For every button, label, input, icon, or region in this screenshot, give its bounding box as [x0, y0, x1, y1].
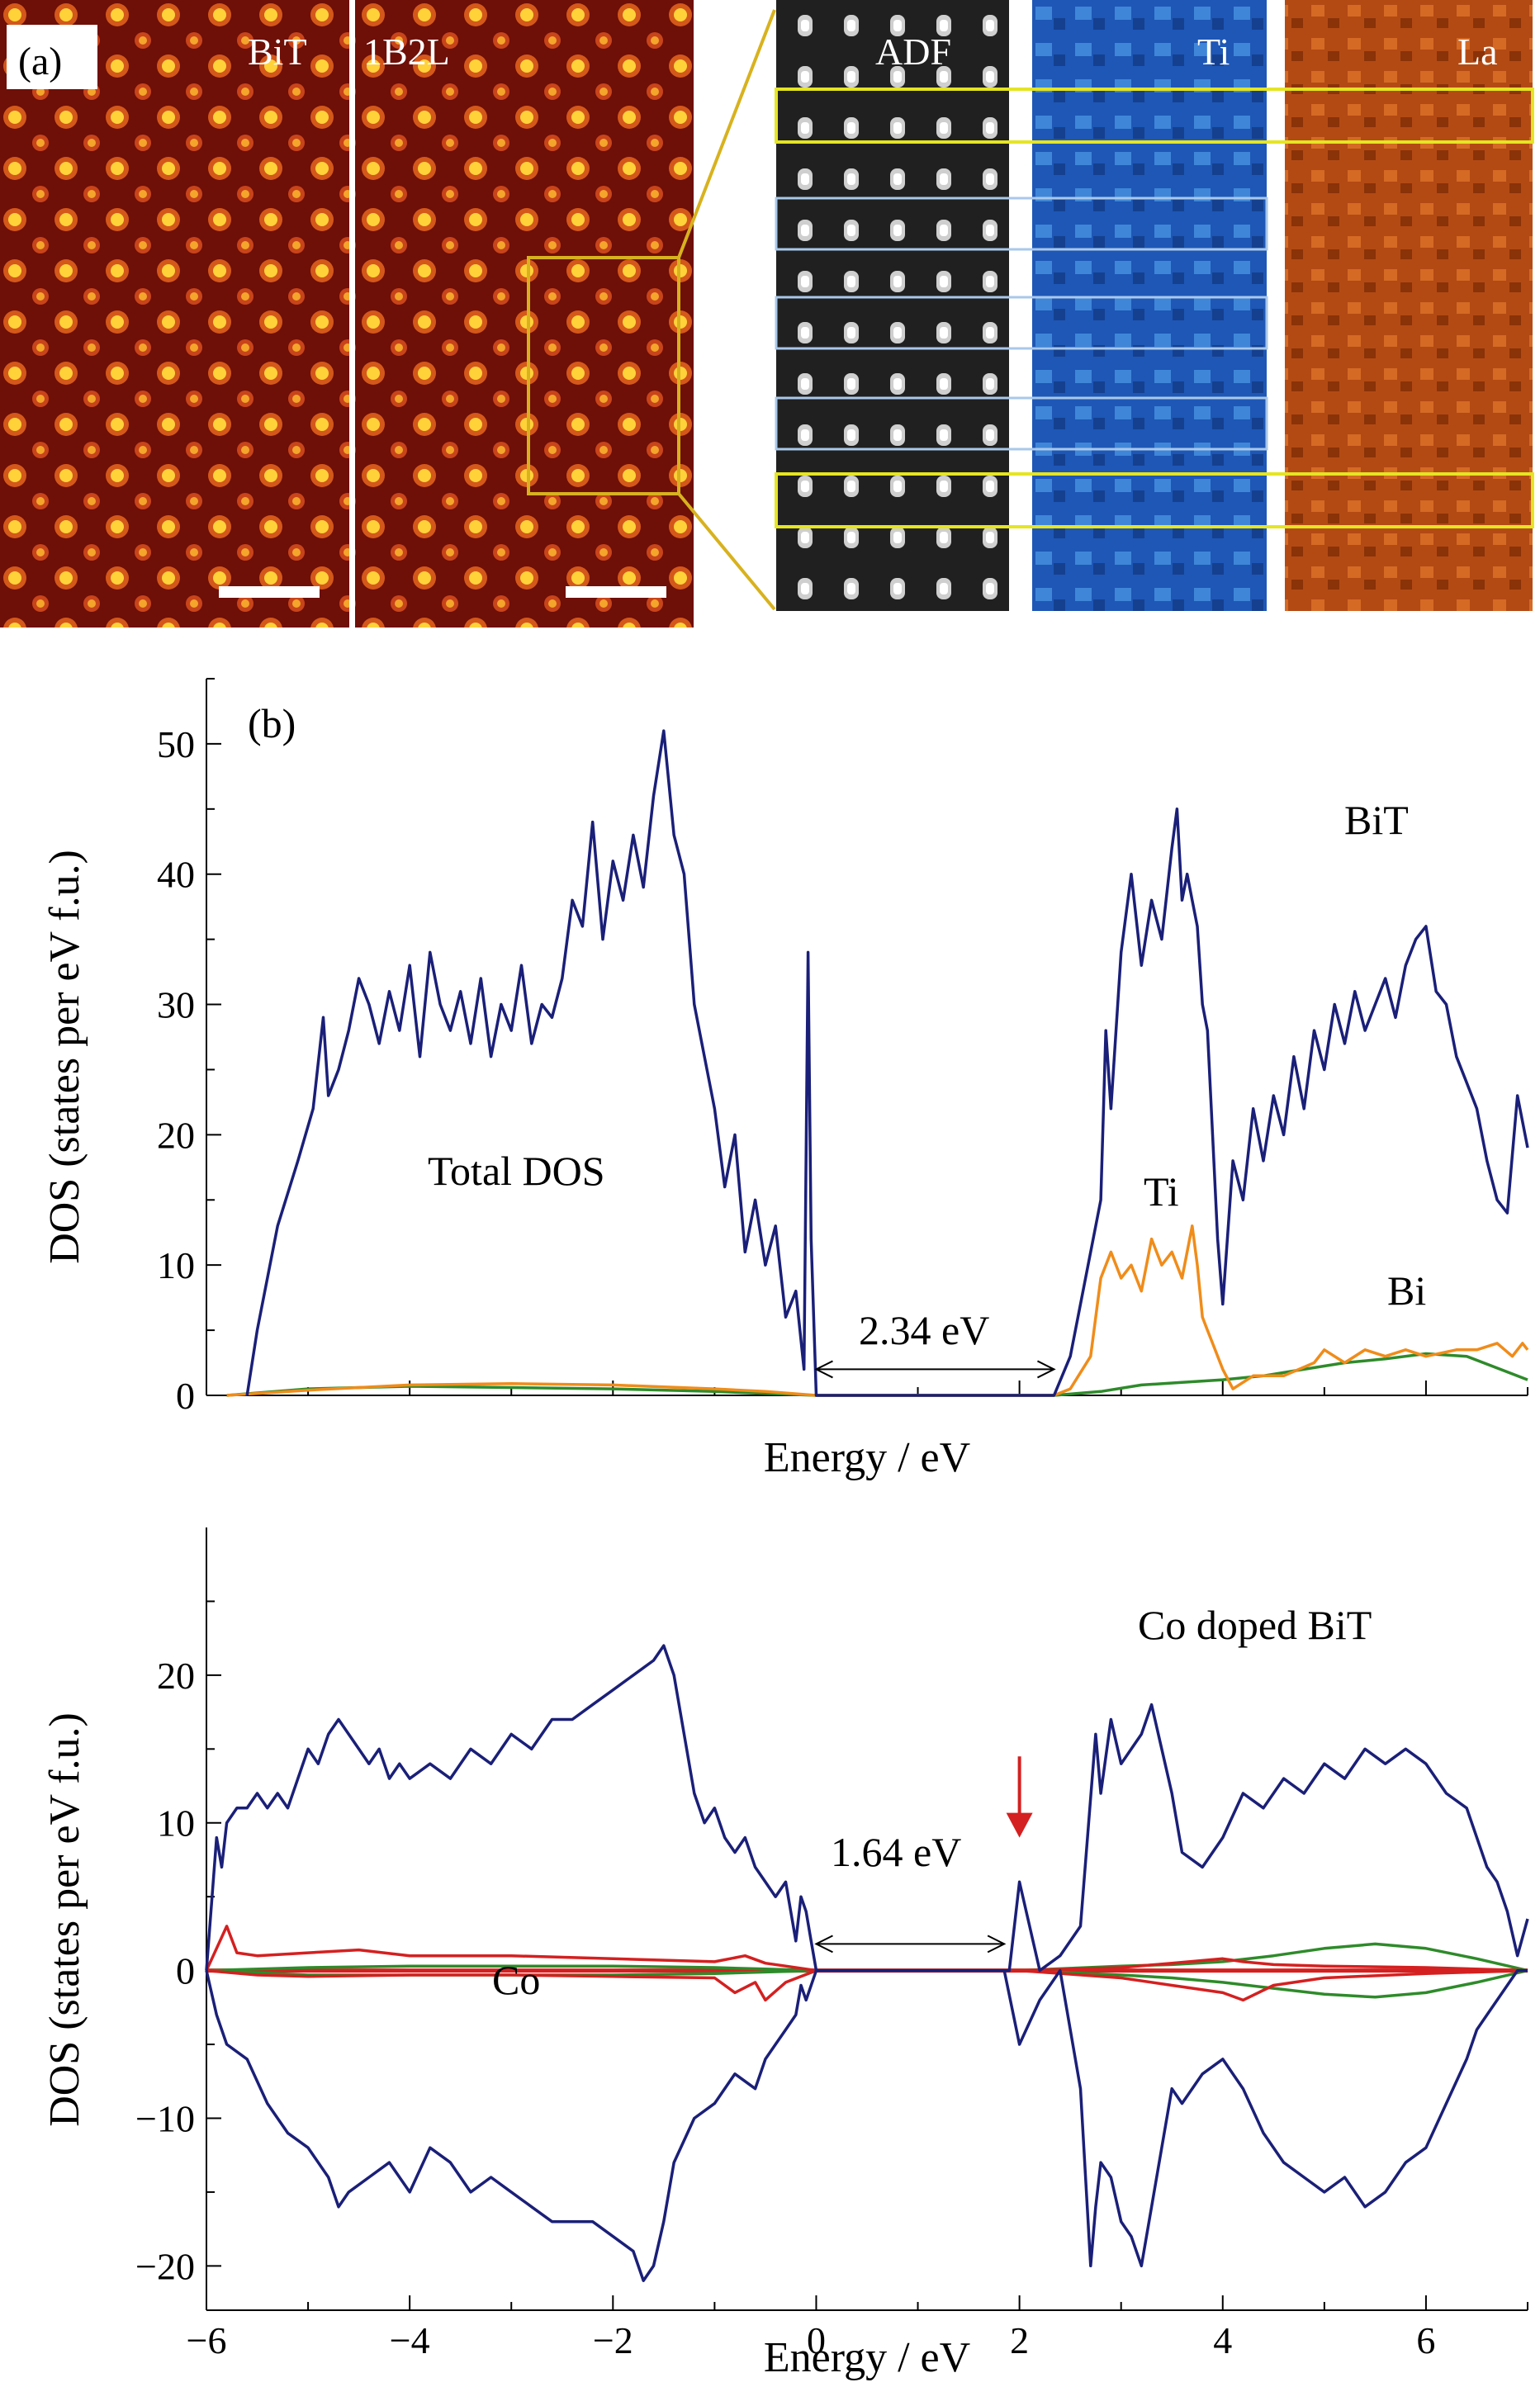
blue-band	[775, 296, 1268, 350]
bit-dos-chart: 0 10 20 30 40 50 (b) BiT Total DOS Ti Bi 2.34…	[41, 678, 1529, 1481]
y-tick-label: 10	[157, 1244, 195, 1286]
la-map-image	[1285, 0, 1533, 611]
co-y-ticks: −20 −10 0 10 20	[135, 1600, 221, 2287]
co-doped-annotation: Co doped BiT	[1138, 1602, 1372, 1648]
y-tick-label: 20	[157, 1114, 195, 1156]
gap-arrow-head-right	[1037, 1360, 1056, 1379]
red-arrow-head	[1006, 1812, 1033, 1838]
x-tick-label: 2	[1010, 2319, 1029, 2361]
y-tick-label: 0	[176, 1950, 195, 1992]
x-tick-label: 4	[1213, 2319, 1232, 2361]
bit-panel-label: (b)	[248, 700, 296, 746]
zoom-region-frame	[527, 256, 680, 495]
y-tick-label: −10	[135, 2097, 195, 2139]
y-tick-label: −20	[135, 2245, 195, 2287]
co-y-axis-label: DOS (states per eV f.u.)	[41, 1712, 88, 2127]
co-annotation: Co	[492, 1957, 540, 2003]
la-map-label: La	[1457, 31, 1498, 73]
y-tick-label: 40	[157, 854, 195, 896]
gap-arrow-head-right	[987, 1935, 1007, 1954]
co-series-lines	[205, 1644, 1529, 2282]
x-tick-label: 0	[807, 2319, 826, 2361]
co-co-up-line	[205, 1925, 1528, 1973]
bit-lattice-image	[0, 0, 349, 628]
co-gap-arrow	[814, 1935, 1007, 1954]
ti-map-label: Ti	[1197, 31, 1230, 73]
bit-total-dos-line	[245, 729, 1529, 1397]
total-dos-annotation: Total DOS	[428, 1148, 605, 1194]
bi-annotation: Bi	[1387, 1267, 1426, 1314]
bit-gap-arrow	[814, 1360, 1056, 1379]
ti-map-image	[1032, 0, 1267, 611]
yellow-band-top	[775, 88, 1534, 144]
co-co-down-line	[206, 1968, 1528, 2002]
1b2l-image-label: 1B2L	[363, 31, 450, 73]
x-tick-label: 6	[1416, 2319, 1435, 2361]
panel-a-label-box	[7, 25, 97, 89]
bit-annotation: BiT	[1344, 797, 1409, 843]
panel-a: (a) BiT 1B2L ADF Ti La	[0, 0, 1534, 628]
zoom-connector-bottom	[677, 492, 776, 611]
y-tick-label: 0	[176, 1375, 195, 1417]
bit-image-label: BiT	[248, 31, 307, 73]
bit-x-axis-label: Energy / eV	[764, 1434, 970, 1481]
scale-bar-left	[219, 586, 320, 598]
x-tick-label: −6	[187, 2319, 227, 2361]
blue-band	[775, 396, 1268, 451]
y-tick-label: 10	[157, 1802, 195, 1845]
co-x-axis-label: Energy / eV	[764, 2334, 970, 2381]
adf-map-image	[776, 0, 1009, 611]
gap-arrow-head-left	[814, 1360, 833, 1379]
panel-a-label: (a)	[18, 40, 62, 83]
bit-y-axis-label: DOS (states per eV f.u.)	[41, 850, 88, 1264]
red-arrow-icon	[1006, 1756, 1033, 1838]
ti-annotation: Ti	[1144, 1168, 1179, 1215]
y-tick-label: 30	[157, 984, 195, 1026]
adf-map-label: ADF	[875, 31, 951, 73]
blue-bands	[775, 197, 1268, 451]
co-total-dos-up-line	[205, 1644, 1529, 1973]
bit-bi-line	[226, 1352, 1528, 1397]
blue-band	[775, 197, 1268, 251]
co-gap-label: 1.64 eV	[831, 1829, 961, 1875]
scale-bar-right	[566, 586, 666, 598]
bit-series-lines	[226, 729, 1529, 1397]
gap-arrow-head-left	[814, 1935, 833, 1954]
y-tick-label: 20	[157, 1655, 195, 1697]
x-tick-label: −2	[593, 2319, 633, 2361]
zoom-connector-top	[677, 9, 776, 258]
bit-gap-label: 2.34 eV	[859, 1307, 989, 1353]
1b2l-lattice-image	[355, 0, 694, 628]
x-tick-label: −4	[390, 2319, 430, 2361]
co-plot-frame	[206, 1527, 1528, 2311]
co-x-ticks: −6 −4 −2 0 2 4 6	[187, 2295, 1528, 2361]
yellow-bands	[775, 88, 1534, 528]
y-tick-label: 50	[157, 723, 195, 765]
bit-y-ticks: 0 10 20 30 40 50	[157, 678, 1528, 1417]
yellow-band-bottom	[775, 472, 1534, 528]
co-total-dos-down-line	[205, 1968, 1528, 2282]
bit-ti-line	[226, 1224, 1529, 1397]
